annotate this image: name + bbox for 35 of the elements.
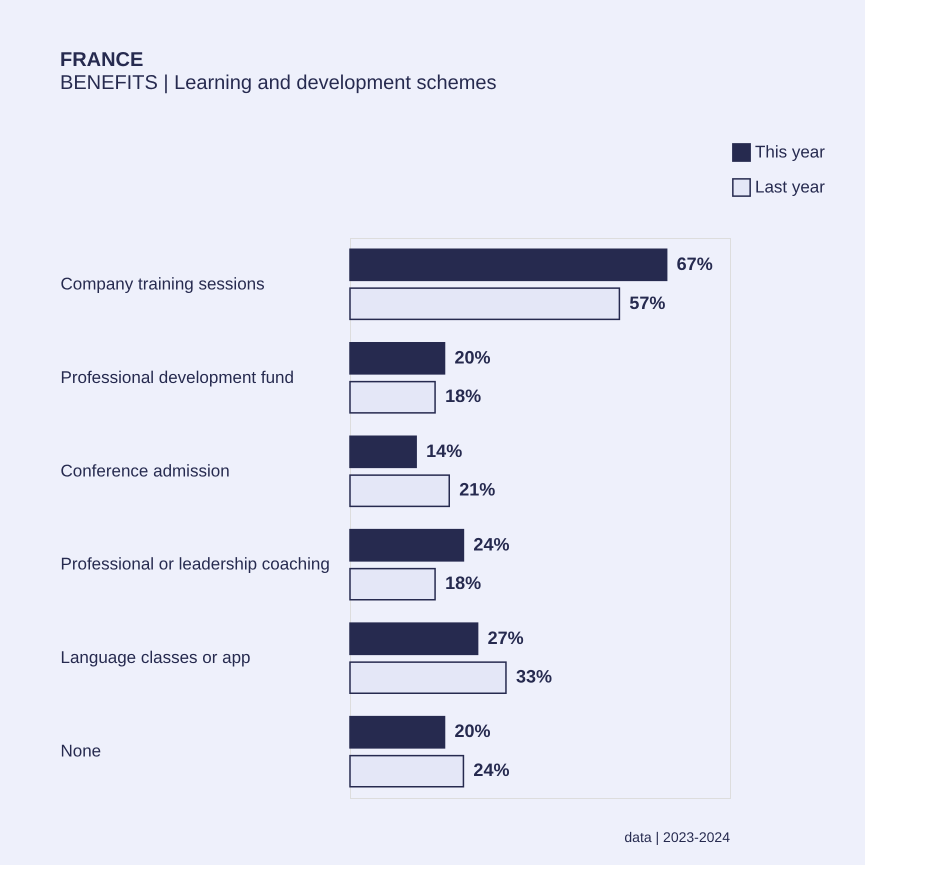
y-tick-label: Conference admission [60,461,230,480]
y-tick-label: None [60,742,102,761]
bar [349,716,446,749]
bar [349,342,446,375]
data-label: 24% [473,534,510,554]
bar [349,754,464,788]
bar [349,435,417,468]
bar [349,661,507,694]
y-tick-label: Language classes or app [60,648,250,668]
data-label: 57% [629,292,666,313]
data-label: 20% [454,347,491,368]
data-label: 18% [445,573,482,594]
y-tick-label: Professional or leadership coaching [60,554,330,574]
bar [349,528,464,562]
data-label: 20% [454,721,491,742]
data-label: 24% [473,760,510,780]
bar [349,380,436,414]
data-label: 67% [676,254,713,274]
bar [349,248,668,282]
bar [349,568,436,601]
data-label: 18% [445,386,482,406]
bar [349,287,620,320]
y-tick-label: Company training sessions [60,274,265,294]
data-label: 27% [488,628,524,648]
text: FRANCE [60,49,144,71]
data-label: 33% [516,666,552,687]
text: data | 2023-2024 [624,829,730,845]
legend-label: This year [755,142,826,162]
data-label: 21% [459,480,496,500]
chart-subtitle: BENEFITS | Learning and development schemes [60,72,497,94]
y-tick-label: Professional development fund [60,368,294,387]
bar [349,474,450,508]
data-label: 14% [426,440,462,461]
legend-label: Last year [755,178,826,196]
bar [349,622,478,656]
